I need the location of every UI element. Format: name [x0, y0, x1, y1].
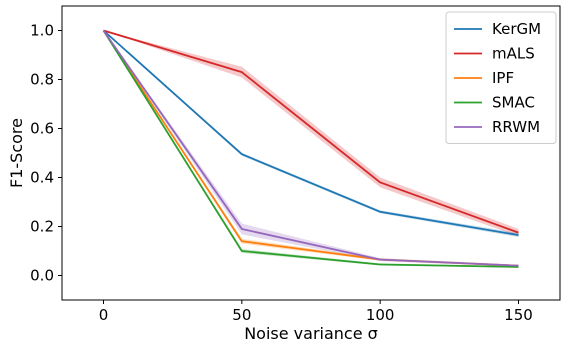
- rrwm-line: [102, 29, 519, 267]
- kergm-line: [102, 29, 519, 236]
- x-axis-ticks: 0 50 100 150: [99, 300, 533, 324]
- legend: KerGM mALS IPF SMAC RRWM: [445, 11, 557, 144]
- mals-line: [103, 29, 519, 234]
- legend-label-rrwm: RRWM: [492, 118, 540, 136]
- x-tick-label: 100: [366, 306, 395, 324]
- y-axis-ticks: 0.0 0.2 0.4 0.6 0.8 1.0: [30, 22, 62, 285]
- x-tick-label: 50: [232, 306, 251, 324]
- y-tick-label: 0.0: [30, 267, 54, 285]
- legend-label-kergm: KerGM: [492, 20, 541, 38]
- mals-band: [103, 30, 519, 237]
- y-tick-label: 0.4: [30, 169, 54, 187]
- legend-label-smac: SMAC: [492, 94, 535, 112]
- y-tick-label: 0.2: [30, 218, 54, 236]
- legend-label-ipf: IPF: [492, 69, 514, 87]
- legend-box: [445, 11, 557, 144]
- x-axis-label: Noise variance σ: [244, 324, 378, 343]
- smac-line: [102, 30, 519, 268]
- series-lines: [102, 29, 519, 268]
- y-tick-label: 1.0: [30, 22, 54, 40]
- plot-frame: [61, 5, 561, 301]
- x-tick-label: 150: [504, 306, 533, 324]
- y-axis-label: F1-Score: [7, 118, 26, 188]
- x-tick-label: 0: [99, 306, 109, 324]
- legend-label-mals: mALS: [492, 45, 535, 63]
- y-tick-label: 0.8: [30, 71, 54, 89]
- y-tick-label: 0.6: [30, 120, 54, 138]
